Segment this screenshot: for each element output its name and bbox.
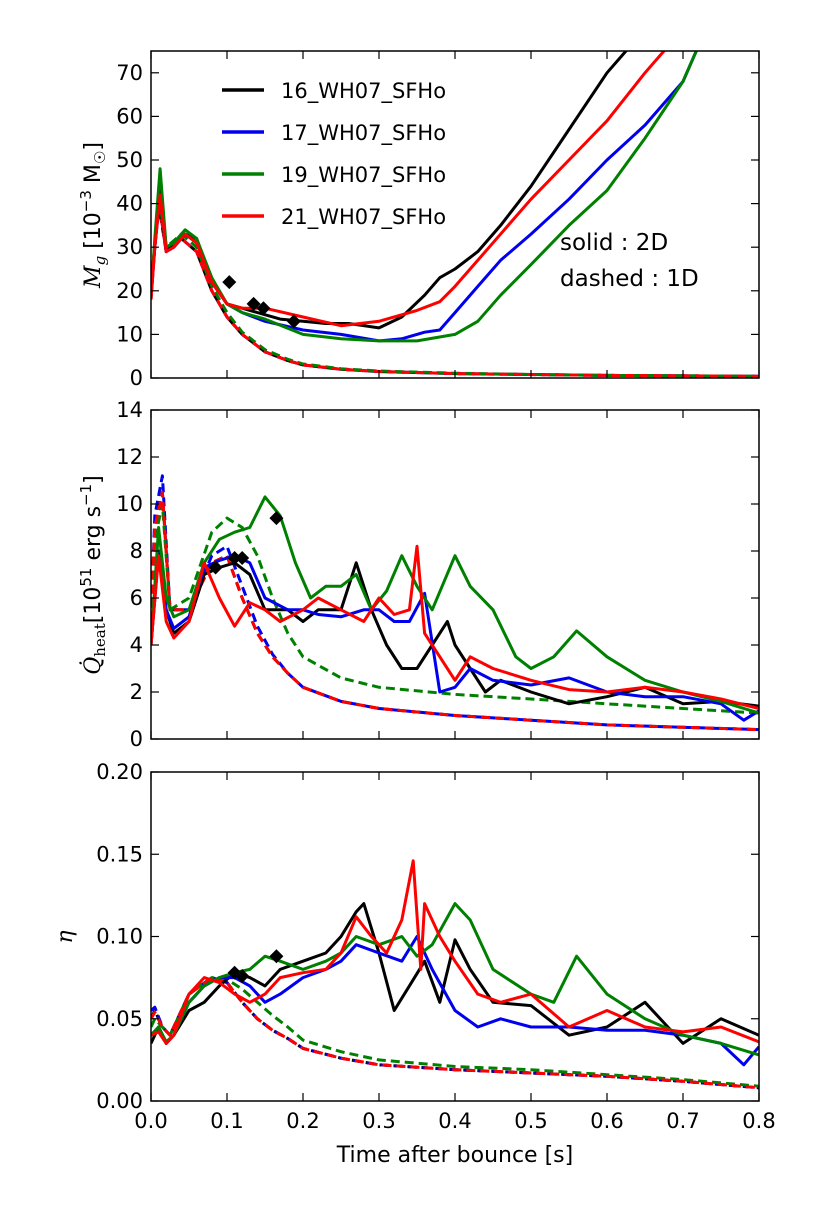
series-line-21_wh07_sfho (151, 51, 666, 328)
diamond-marker (208, 560, 223, 575)
x-axis-label: Time after bounce [s] (336, 1143, 573, 1168)
panel-middle: 0 2 4 6 8 10 12 14 (116, 398, 760, 751)
series-group (151, 859, 759, 1090)
annotation-solid: solid : 2D (560, 230, 668, 256)
y-tick-label: 0.15 (96, 842, 143, 866)
y-tick-label: 0.10 (96, 925, 143, 949)
y-tick-label: 0.20 (96, 760, 143, 784)
legend-entry: 19_WH07_SFHo (281, 163, 446, 188)
x-tick-label: 0.0 (134, 1109, 167, 1133)
diamond-marker (222, 275, 237, 290)
y-tick-label: 70 (116, 61, 143, 85)
panel-bottom: 0.00 0.05 0.10 0.15 0.20 0.0 0.1 0.2 0.3 0.4 0.5 0.… (96, 760, 775, 1133)
diamond-marker (246, 296, 261, 311)
series-line-21_wh07_sfho (151, 544, 759, 710)
y-tick-label: 0 (130, 366, 143, 390)
x-tick-label: 0.8 (742, 1109, 775, 1133)
diamond-marker (256, 301, 271, 316)
diamond-marker (269, 949, 284, 964)
y-tick-label: 10 (116, 322, 143, 346)
series-line-21_wh07_sfho (151, 859, 759, 1045)
panel-top: 0 10 20 30 40 50 60 70 (116, 50, 760, 390)
diamond-marker (227, 551, 242, 566)
series-line-21_wh07_sfho-1d (151, 490, 759, 732)
series-line-16_wh07_sfho (151, 902, 759, 1045)
y-tick-label: 0.00 (96, 1089, 143, 1113)
y-tick-label: 4 (130, 633, 143, 657)
y-tick-label: 12 (116, 445, 143, 469)
y-tick-label: 0.05 (96, 1007, 143, 1031)
y-tick-label: 10 (116, 492, 143, 516)
y-tick-label: 0 (130, 727, 143, 751)
legend: 16_WH07_SFHo 17_WH07_SFHo 19_WH07_SFHo 21_W… (222, 79, 446, 230)
y-tick-label: 20 (116, 279, 143, 303)
x-tick-label: 0.6 (590, 1109, 623, 1133)
legend-entry: 21_WH07_SFHo (281, 205, 446, 230)
diamond-marker (286, 314, 301, 329)
diamond-marker (269, 511, 284, 526)
diamond-marker (235, 551, 250, 566)
y-axis-label-bottom: η (53, 930, 78, 943)
y-tick-label: 60 (116, 104, 143, 128)
annotation-dashed: dashed : 1D (560, 266, 699, 292)
diamond-marker (235, 968, 250, 983)
x-tick-label: 0.5 (514, 1109, 547, 1133)
y-tick-label: 8 (130, 539, 143, 563)
series-line-21_wh07_sfho-1d (151, 976, 759, 1090)
y-tick-label: 50 (116, 148, 143, 172)
y-tick-label: 40 (116, 192, 143, 216)
y-tick-label: 2 (130, 680, 143, 704)
x-tick-label: 0.4 (438, 1109, 471, 1133)
series-group (151, 474, 759, 732)
legend-entry: 17_WH07_SFHo (281, 121, 446, 146)
y-axis-label-middle: Q̇heat[1051 erg s−1] (77, 475, 109, 675)
series-line-17_wh07_sfho (151, 549, 759, 722)
x-tick-label: 0.2 (286, 1109, 319, 1133)
legend-entry: 16_WH07_SFHo (281, 79, 446, 104)
x-tick-label: 0.3 (362, 1109, 395, 1133)
y-tick-label: 6 (130, 586, 143, 610)
x-tick-label: 0.1 (210, 1109, 243, 1133)
y-tick-label: 30 (116, 235, 143, 259)
series-line-19_wh07_sfho (151, 902, 759, 1057)
y-tick-label: 14 (116, 398, 143, 422)
y-axis-label-top: Mg [10−3 M☉] (77, 142, 109, 289)
series-group (151, 51, 759, 378)
x-tick-label: 0.7 (666, 1109, 699, 1133)
series-line-19_wh07_sfho (151, 51, 698, 343)
series-line-16_wh07_sfho (151, 549, 759, 708)
axes-frame (150, 771, 760, 1102)
